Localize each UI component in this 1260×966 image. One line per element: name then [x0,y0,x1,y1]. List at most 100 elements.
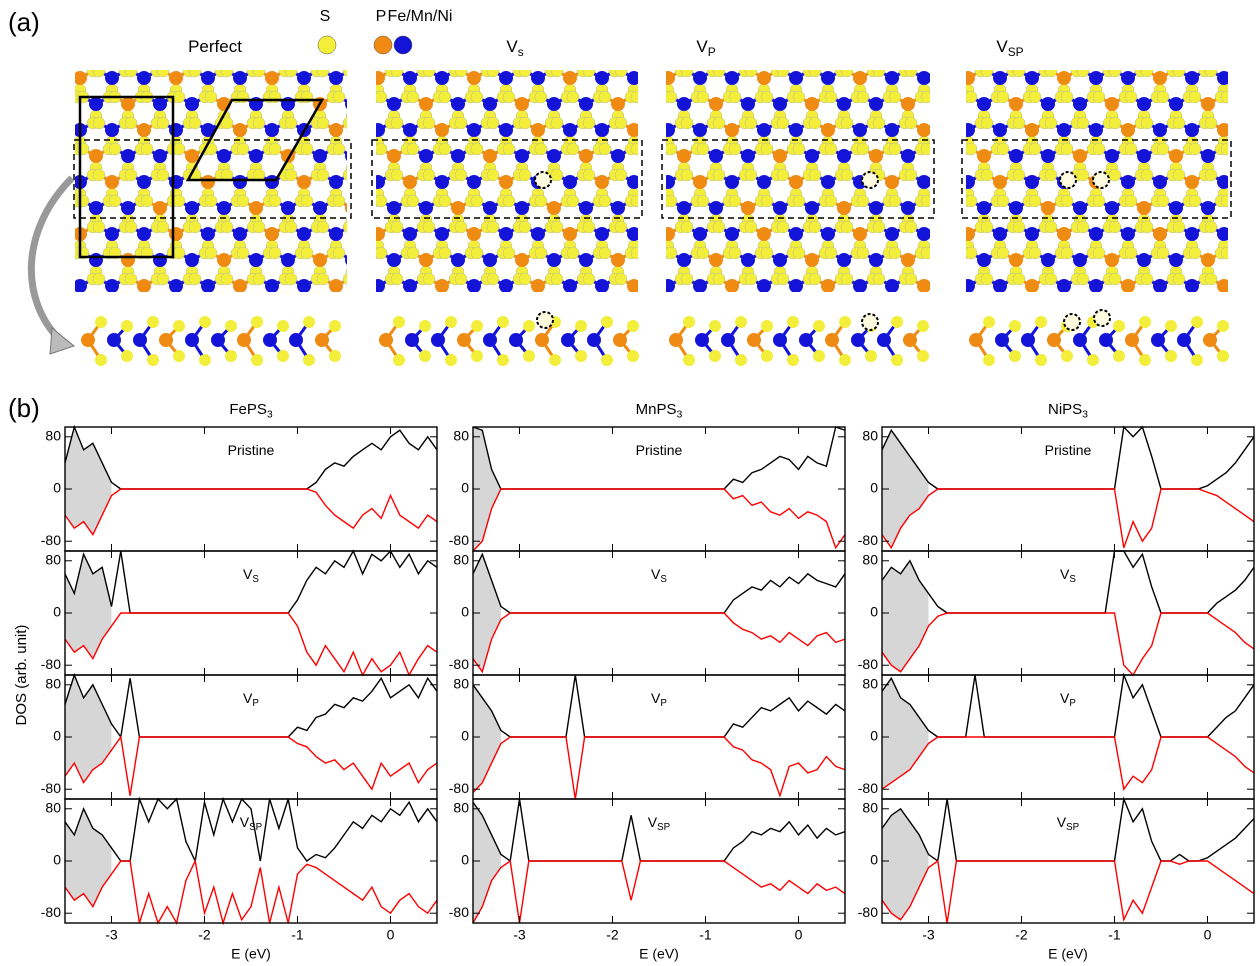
bond [652,253,665,260]
atom-p [169,227,183,241]
atom-s [981,117,993,129]
dos-line [882,737,1254,789]
legend-label: P [376,8,387,25]
atom-metal [741,149,755,163]
atom-s [809,65,821,77]
atom-metal [945,97,959,111]
atom-s [1247,143,1259,155]
atom-s [1045,65,1057,77]
atom-p [945,201,959,215]
atom-metal [237,333,251,347]
atom-s [365,91,377,103]
atom-p [853,71,867,85]
atom-p [709,253,723,267]
atom-s [353,65,365,77]
atom-s [644,266,656,278]
atom-s [1077,221,1089,233]
atom-p [265,71,279,85]
atom-s [121,320,133,332]
atom-metal [611,201,625,215]
bond [346,279,359,286]
atom-p [869,149,883,163]
atom-s [729,195,741,207]
atom-s [125,169,137,181]
atom-s [790,292,802,304]
structure-title: Perfect [188,37,242,56]
atom-s [983,316,995,328]
atom-s [825,143,837,155]
atom-s [487,117,499,129]
atom-s [365,247,377,259]
atom-s [583,117,595,129]
atom-s [1109,65,1121,77]
atom-p [515,97,529,111]
atom-s [365,143,377,155]
atom-p [1185,175,1199,189]
atom-s [1221,91,1233,103]
atom-s [343,65,355,77]
atom-s [575,320,587,332]
atom-s [937,65,949,77]
plot-label-main: Pristine [228,442,275,458]
atom-s [375,91,387,103]
atom-s [1029,91,1041,103]
atom-s [643,221,655,233]
atom-p [329,279,343,293]
atom-s [1231,273,1243,285]
atom-metal [961,175,975,189]
structure-title-sub: SP [1008,45,1024,59]
bond [51,97,64,104]
atom-s [1141,273,1153,285]
vacancy [535,172,551,188]
atom-s [854,292,866,304]
atom-s [1247,91,1259,103]
atom-metal [1151,333,1165,347]
atom-s [886,292,898,304]
plot-label-main: Pristine [636,442,683,458]
bond [35,71,48,78]
atom-s [173,91,185,103]
dos-line [882,861,1254,923]
atom-p [1025,123,1039,137]
atom-s [535,195,547,207]
atom-s [317,117,329,129]
atom-metal [329,175,343,189]
atom-s [646,162,658,174]
bond [943,227,956,234]
bond [355,279,368,286]
atom-s [1125,247,1137,259]
atom-metal [233,71,247,85]
atom-metal [595,279,609,293]
atom-metal [579,201,593,215]
atom-s [1205,273,1217,285]
atom-s [202,292,214,304]
atom-s [419,320,431,332]
atom-s [583,273,595,285]
atom-s [455,169,467,181]
structure-title-main: V [996,37,1008,56]
atom-s [317,273,329,285]
atom-s [138,292,150,304]
atom-metal [387,201,401,215]
x-tick-label: -3 [513,927,526,943]
atom-s [1029,247,1041,259]
bond [653,175,666,182]
atom-p [355,201,369,215]
atom-metal [627,175,641,189]
atom-p [563,71,577,85]
atom-s [93,65,105,77]
atom-p [1057,71,1071,85]
atom-s [346,110,358,122]
atom-s [949,117,961,129]
atom-metal [105,227,119,241]
atom-metal [1203,333,1217,347]
atom-s [439,195,451,207]
atom-s [841,65,853,77]
atom-s [809,169,821,181]
atom-s [301,143,313,155]
y-tick-label: 0 [870,728,878,744]
atom-s [1247,195,1259,207]
atom-metal [961,279,975,293]
atom-metal [645,253,659,267]
atom-s [269,195,281,207]
